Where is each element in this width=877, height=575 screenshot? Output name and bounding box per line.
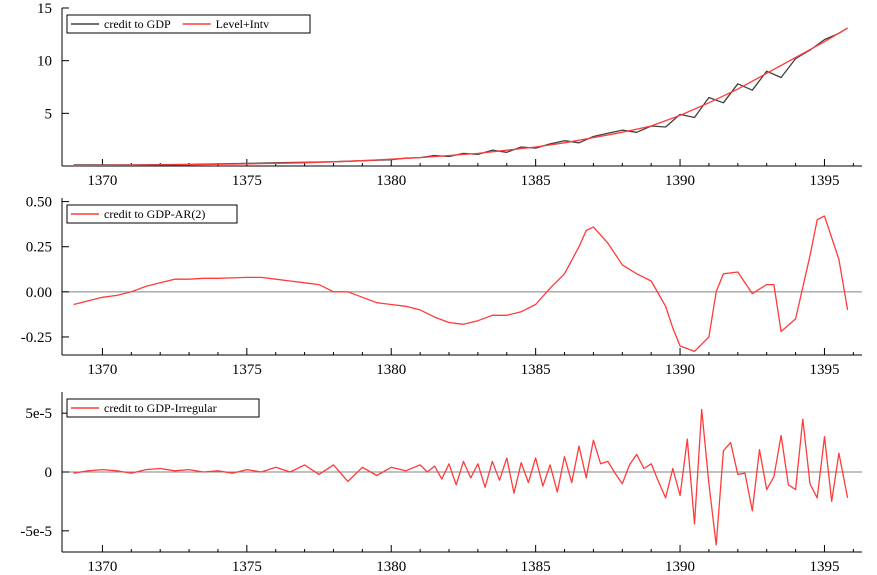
y-tick-label: 15 [37,1,52,17]
series-line-1 [73,215,849,353]
x-tick-label: 1390 [665,559,695,575]
x-tick-label: 1370 [87,559,117,575]
legend: credit to GDP Level+Intv [66,14,311,34]
legend-label: credit to GDP [104,17,171,31]
y-tick-label: -5e-5 [20,524,52,540]
x-tick-label: 1380 [376,362,406,378]
x-tick-label: 1385 [521,173,551,189]
x-tick-label: 1375 [232,173,262,189]
x-tick-label: 1395 [809,362,839,378]
y-tick-label: 0.00 [26,285,52,301]
legend-label: Level+Intv [216,17,269,31]
x-tick-label: 1380 [376,173,406,189]
x-tick-label: 1385 [521,559,551,575]
series-line-1 [73,408,849,546]
chart-panel-2: 1370 1375 1380 1385 1390 1395 0.50 0.25 0.00 -0.2… [21,195,862,378]
y-tick-label: 0.50 [26,195,52,211]
chart-panel-3: 1370 1375 1380 1385 1390 1395 5e-5 0 -5e-5 credit… [20,392,862,575]
y-tick-label: 0.25 [26,240,52,256]
x-tick-label: 1390 [665,173,695,189]
x-tick-label: 1385 [521,362,551,378]
legend-label: credit to GDP-Irregular [104,401,217,415]
x-tick-label: 1370 [87,173,117,189]
x-tick-label: 1375 [232,362,262,378]
x-tick-label: 1395 [809,173,839,189]
x-tick-label: 1395 [809,559,839,575]
y-tick-label: 5e-5 [25,406,52,422]
legend: credit to GDP-Irregular [66,398,260,418]
y-tick-label: 10 [37,54,52,70]
x-tick-label: 1375 [232,559,262,575]
series-line-2 [73,27,848,167]
legend-box [66,398,260,418]
y-tick-label: 5 [45,106,53,122]
y-tick-label: -0.25 [21,330,52,346]
x-tick-label: 1380 [376,559,406,575]
legend-label: credit to GDP-AR(2) [104,207,205,221]
x-tick-label: 1370 [87,362,117,378]
legend-box [66,204,238,224]
y-tick-label: 0 [45,465,53,481]
legend: credit to GDP-AR(2) [66,204,238,224]
series-line-1 [73,27,848,166]
x-tick-label: 1390 [665,362,695,378]
chart-panel-1: 1370 1375 1380 1385 1390 1395 15 10 5 credit to G… [37,1,862,189]
